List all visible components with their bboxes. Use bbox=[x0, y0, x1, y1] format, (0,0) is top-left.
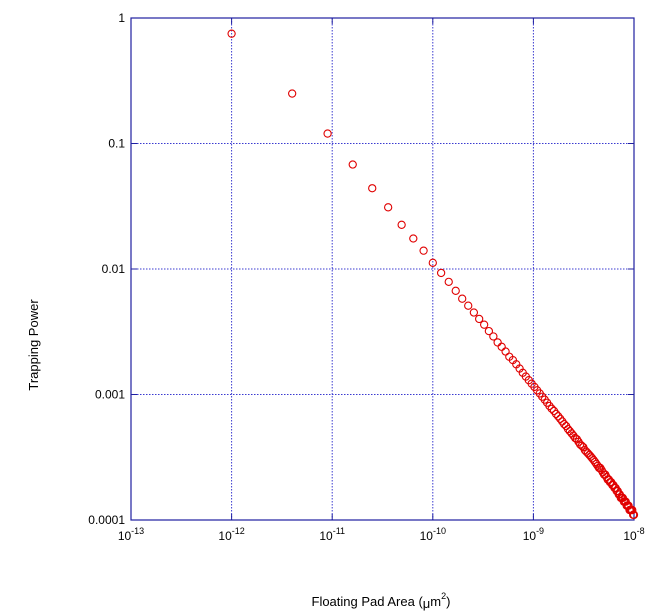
x-tick-label: 10-8 bbox=[623, 526, 644, 543]
x-tick-label: 10-9 bbox=[523, 526, 544, 543]
data-point bbox=[288, 89, 297, 98]
data-points bbox=[227, 29, 639, 519]
x-tick-label: 10-13 bbox=[118, 526, 144, 543]
x-tick-label: 10-11 bbox=[319, 526, 345, 543]
axis-ticks bbox=[130, 17, 635, 521]
data-point bbox=[475, 314, 484, 324]
data-point bbox=[409, 234, 418, 243]
data-point bbox=[547, 404, 556, 413]
x-axis-title-sup: 2 bbox=[441, 591, 446, 601]
data-point bbox=[419, 246, 428, 255]
y-tick-label: 1 bbox=[118, 11, 125, 25]
data-point bbox=[545, 401, 554, 411]
data-point bbox=[554, 412, 563, 421]
data-point bbox=[556, 414, 565, 423]
y-tick-label: 0.1 bbox=[108, 137, 125, 151]
x-tick-label: 10-10 bbox=[420, 526, 446, 543]
data-point bbox=[489, 332, 498, 341]
x-tick-label: 10-12 bbox=[218, 526, 244, 543]
data-point bbox=[497, 342, 506, 351]
data-point bbox=[596, 463, 605, 473]
y-axis-title: Trapping Power bbox=[26, 299, 41, 391]
data-point bbox=[384, 203, 393, 212]
data-point bbox=[227, 29, 236, 38]
data-point bbox=[538, 392, 547, 401]
data-point bbox=[436, 268, 446, 278]
grid-lines bbox=[131, 18, 634, 520]
x-axis-title-unit: m bbox=[430, 594, 441, 609]
x-axis-title-text: Floating Pad Area ( bbox=[312, 594, 424, 609]
data-point bbox=[451, 286, 460, 295]
data-point bbox=[480, 320, 489, 329]
data-point bbox=[629, 510, 639, 519]
data-point bbox=[348, 160, 357, 169]
data-point bbox=[628, 505, 637, 515]
y-tick-labels: 1 0.1 0.01 0.001 0.0001 bbox=[88, 11, 125, 527]
data-point bbox=[428, 258, 437, 267]
data-point bbox=[484, 326, 494, 336]
x-axis-title-close: ) bbox=[446, 594, 450, 609]
x-tick-labels: 10-13 10-12 10-11 10-10 10-9 10-8 bbox=[118, 526, 645, 543]
data-point bbox=[397, 220, 406, 229]
data-point bbox=[368, 184, 377, 193]
data-point bbox=[493, 338, 502, 347]
y-tick-label: 0.01 bbox=[102, 262, 126, 276]
data-point bbox=[551, 409, 561, 419]
data-point bbox=[458, 294, 467, 303]
x-axis-title-mu: μ bbox=[423, 596, 431, 611]
data-point bbox=[501, 347, 510, 356]
data-point bbox=[323, 129, 332, 138]
data-point bbox=[469, 308, 479, 317]
y-tick-label: 0.0001 bbox=[88, 513, 125, 527]
data-point bbox=[444, 277, 453, 286]
y-tick-label: 0.001 bbox=[95, 388, 125, 402]
x-axis-title: Floating Pad Area (μm2) bbox=[312, 591, 451, 611]
data-point bbox=[464, 301, 473, 310]
